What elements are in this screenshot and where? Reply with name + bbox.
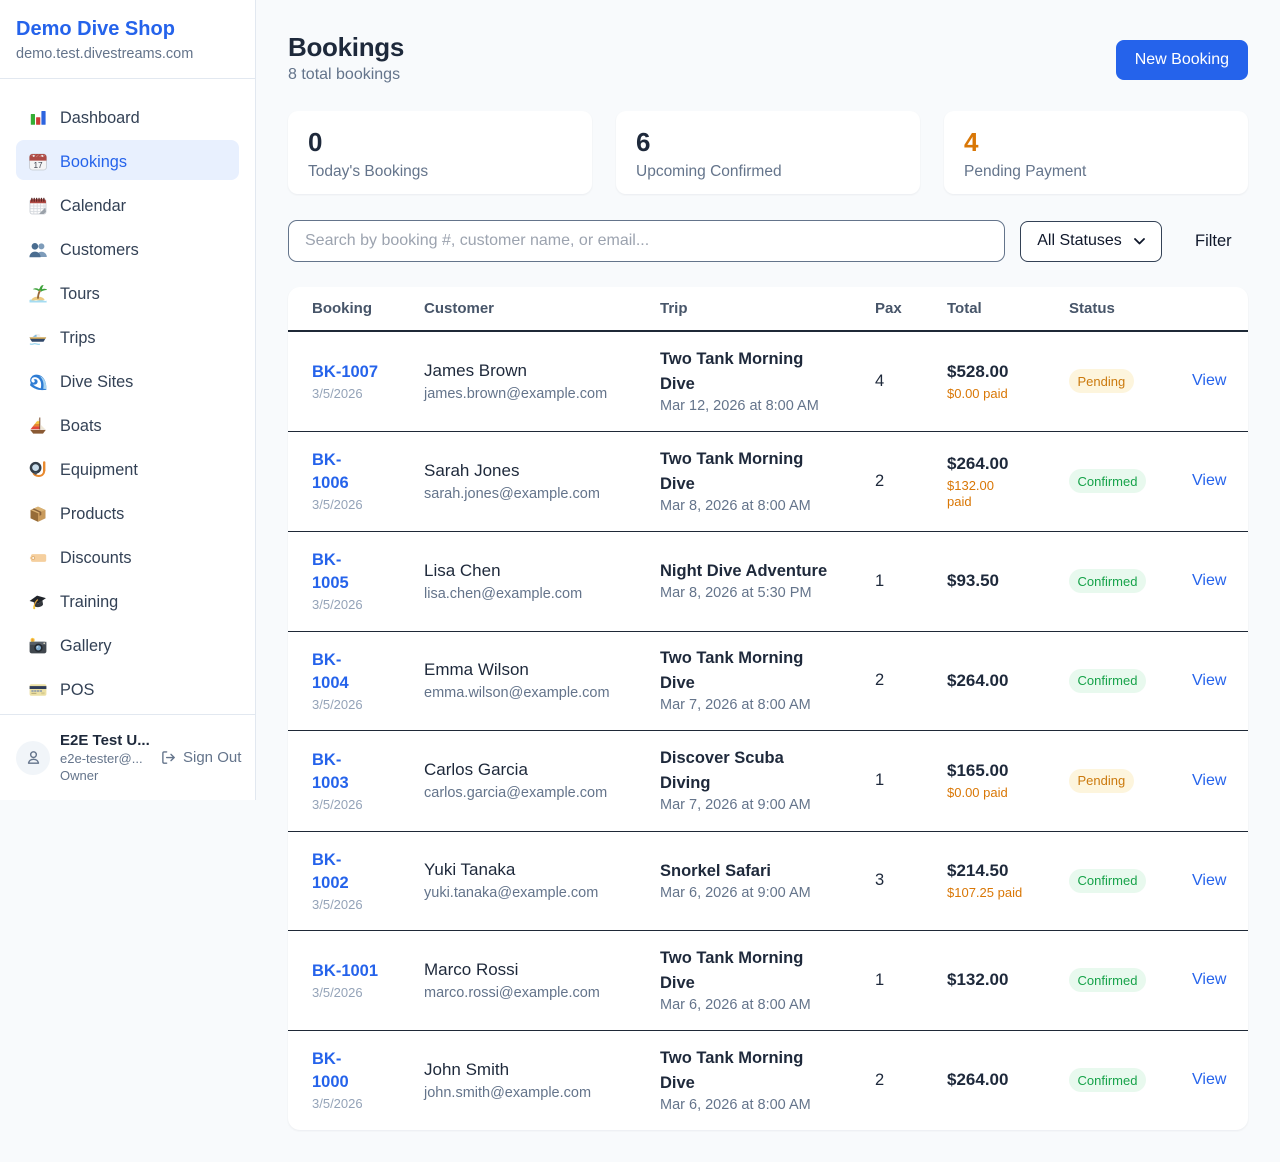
svg-text:17: 17 bbox=[33, 161, 43, 170]
